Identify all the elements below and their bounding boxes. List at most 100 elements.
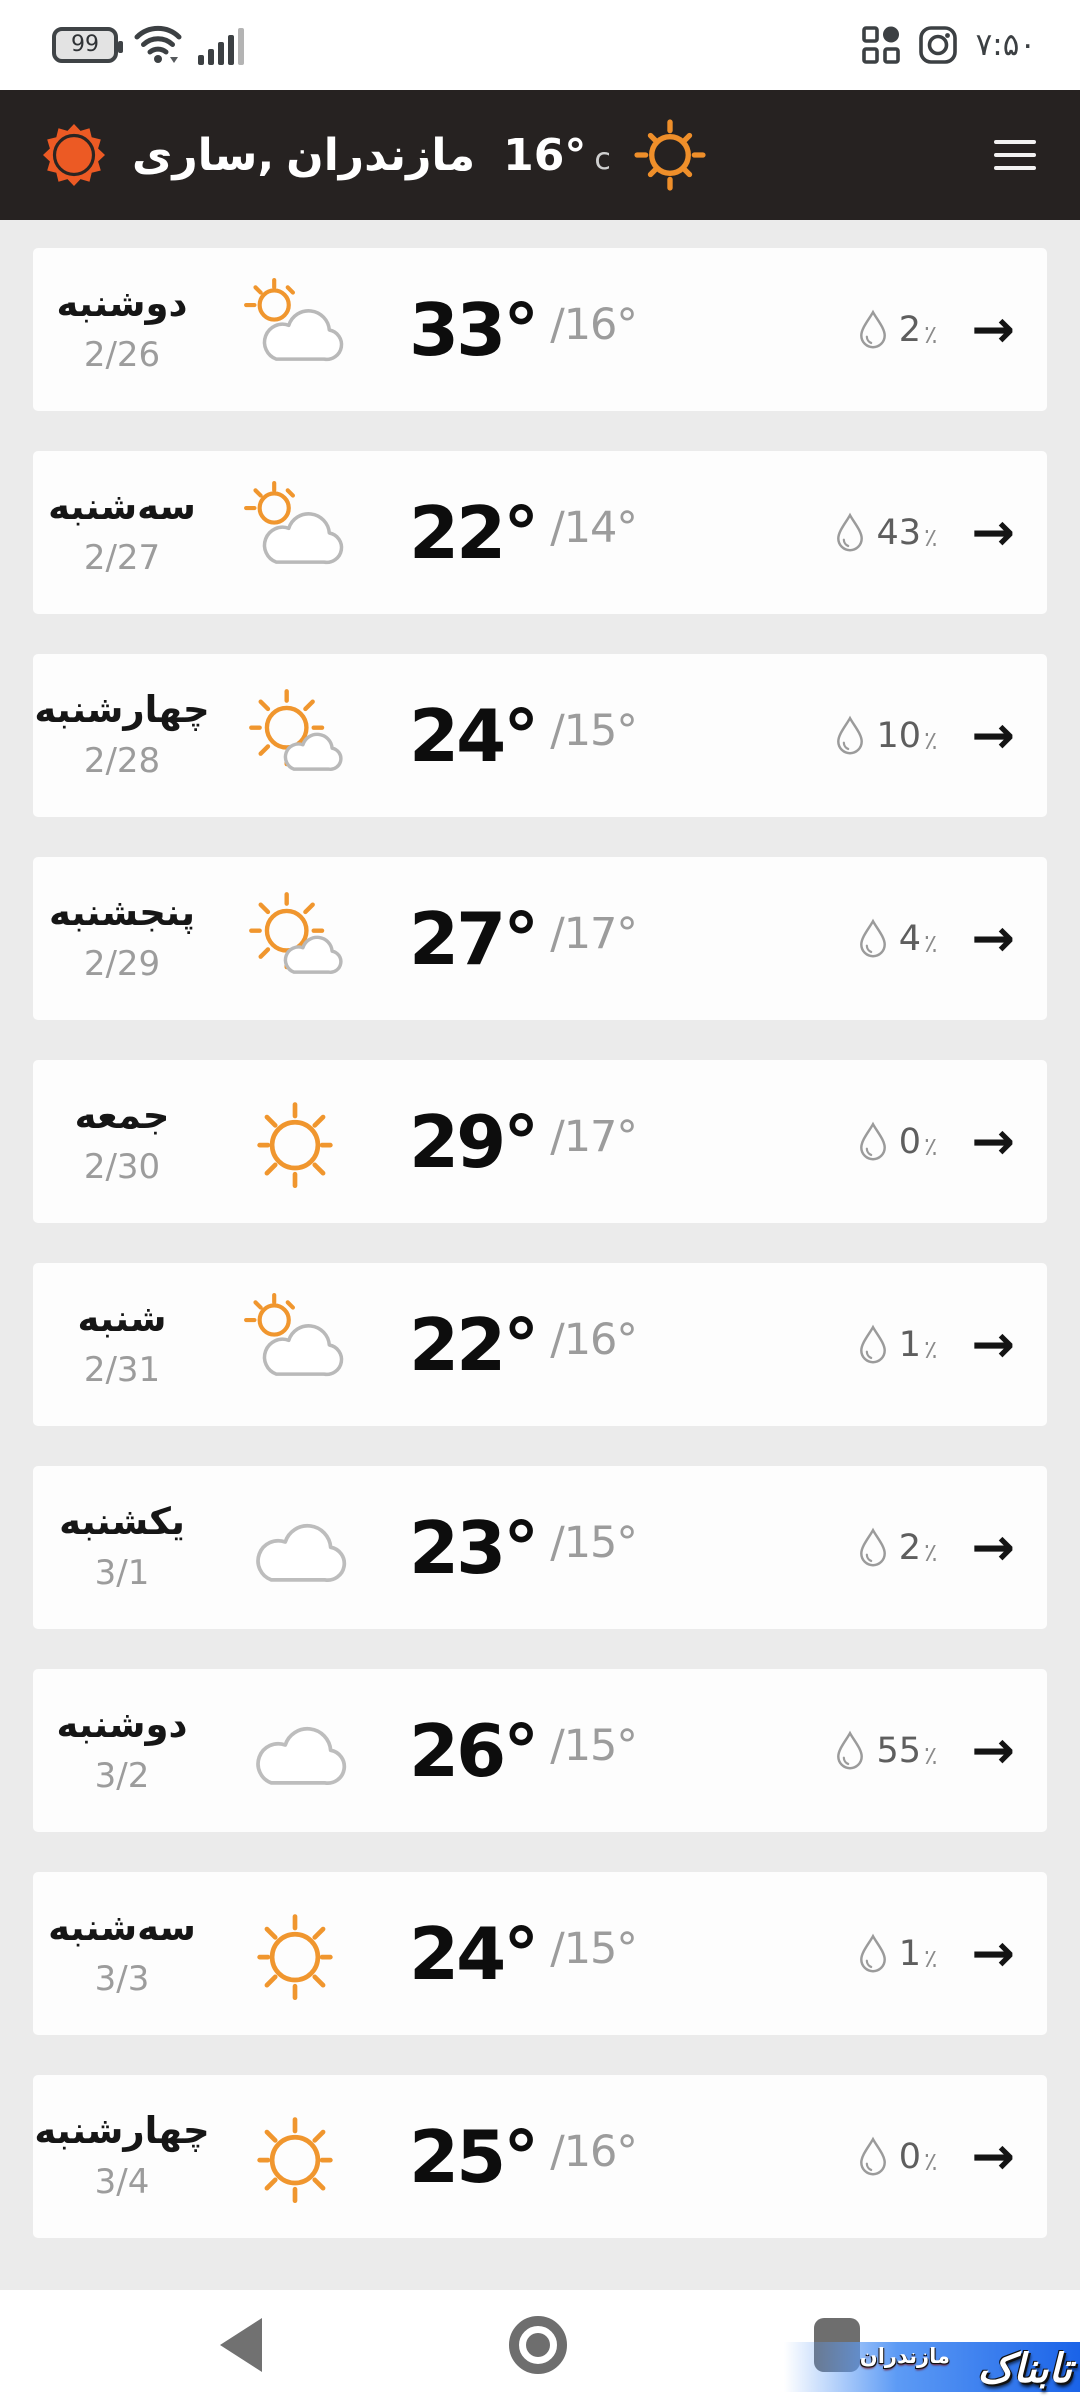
percent-sign: ٪ [923,726,938,755]
back-icon[interactable] [220,2318,262,2372]
day-date: 2/28 [83,740,161,781]
forecast-card[interactable]: جمعه 2/30 29° /17° 0 ٪ [33,1060,1047,1223]
day-date: 2/27 [83,537,161,578]
forecast-card[interactable]: چهارشنبه 3/4 25° /16° 0 ٪ [33,2075,1047,2238]
sun-outline-icon [631,116,709,194]
precipitation: 4 ٪ [857,918,938,960]
day-column: پنجشنبه 2/29 [33,892,211,984]
details-arrow-icon[interactable]: → [971,1517,1015,1578]
low-temp: /16° [550,299,638,350]
watermark-banner: مازندران تابناک [784,2342,1080,2392]
location-province: مازندران [286,129,476,181]
details-arrow-icon[interactable]: → [971,1923,1015,1984]
forecast-card[interactable]: دوشنبه 3/2 26° /15° 55 ٪ → [33,1669,1047,1832]
day-name: چهارشنبه [34,688,210,732]
high-temp: 29° [409,1099,539,1184]
day-date: 3/2 [94,1755,150,1796]
day-date: 2/29 [83,943,161,984]
percent-sign: ٪ [923,929,938,958]
precip-value: 0 [898,2136,921,2177]
precip-value: 4 [898,918,921,959]
precipitation: 1 ٪ [857,1933,938,1975]
temperature: 29° /17° [409,1099,638,1184]
high-temp: 27° [409,896,539,981]
high-temp: 24° [409,693,539,778]
precip-value: 1 [898,1324,921,1365]
low-temp: /14° [550,502,638,553]
mostly-sunny-icon [239,682,351,790]
percent-sign: ٪ [923,1132,938,1161]
water-drop-icon [857,1121,889,1163]
low-temp: /16° [550,1314,638,1365]
forecast-card[interactable]: سه‌شنبه 3/3 24° /15° 1 ٪ [33,1872,1047,2035]
sunny-icon [239,1088,351,1196]
home-icon[interactable] [509,2316,567,2374]
forecast-card[interactable]: پنجشنبه 2/29 27° /17° [33,857,1047,1020]
day-column: دوشنبه 3/2 [33,1703,211,1796]
day-date: 3/1 [94,1552,150,1593]
percent-sign: ٪ [923,523,938,552]
percent-sign: ٪ [923,1538,938,1567]
high-temp: 24° [409,1911,539,1996]
precip-value: 1 [898,1933,921,1974]
precipitation: 43 ٪ [834,512,937,554]
precip-value: 0 [898,1121,921,1162]
percent-sign: ٪ [923,1944,938,1973]
forecast-card[interactable]: یکشنبه 3/1 23° /15° 2 ٪ → [33,1466,1047,1629]
water-drop-icon [857,1527,889,1569]
temperature: 24° /15° [409,1911,638,1996]
forecast-card[interactable]: دوشنبه 2/26 33° /16° [33,248,1047,411]
details-arrow-icon[interactable]: → [971,502,1015,563]
sunny-icon [239,1900,351,2008]
water-drop-icon [857,2136,889,2178]
temperature: 24° /15° [409,693,638,778]
details-arrow-icon[interactable]: → [971,2126,1015,2187]
day-date: 3/3 [94,1958,150,1999]
day-column: شنبه 2/31 [33,1298,211,1390]
details-arrow-icon[interactable]: → [971,1314,1015,1375]
low-temp: /15° [550,1517,638,1568]
status-bar: 99 [0,0,1080,90]
details-arrow-icon[interactable]: → [971,908,1015,969]
watermark-title: تابناک [977,2346,1072,2392]
low-temp: /15° [550,705,638,756]
high-temp: 33° [409,287,539,372]
percent-sign: ٪ [923,2147,938,2176]
day-date: 2/31 [83,1349,161,1390]
details-arrow-icon[interactable]: → [971,705,1015,766]
temperature: 33° /16° [409,287,638,372]
location-city: ساری, [132,129,275,181]
forecast-card[interactable]: شنبه 2/31 22° /16° [33,1263,1047,1426]
partly-cloudy-icon [239,1291,351,1399]
status-left-cluster: 99 [52,24,250,66]
details-arrow-icon[interactable]: → [971,299,1015,360]
details-arrow-icon[interactable]: → [971,1720,1015,1781]
day-date: 2/26 [83,334,161,375]
orange-sun-logo-icon [42,123,106,187]
water-drop-icon [834,512,866,554]
high-temp: 22° [409,490,539,575]
day-date: 3/4 [94,2161,150,2202]
percent-sign: ٪ [923,1335,938,1364]
day-column: یکشنبه 3/1 [33,1501,211,1593]
temperature: 26° /15° [409,1715,638,1787]
hamburger-menu-icon[interactable] [992,134,1038,176]
forecast-card[interactable]: سه‌شنبه 2/27 22° /14° [33,451,1047,614]
forecast-list: دوشنبه 2/26 33° /16° [0,220,1080,2238]
day-column: سه‌شنبه 2/27 [33,486,211,578]
details-arrow-icon[interactable]: → [971,1111,1015,1172]
day-name: دوشنبه [56,1703,188,1747]
day-name: چهارشنبه [34,2109,210,2153]
water-drop-icon [834,715,866,757]
forecast-card[interactable]: چهارشنبه 2/28 24° /15° [33,654,1047,817]
partly-cloudy-icon [239,479,351,587]
temperature: 25° /16° [409,2121,638,2193]
temperature: 23° /15° [409,1512,638,1584]
sunny-icon [239,2103,351,2211]
water-drop-icon [834,1730,866,1772]
signal-bars-icon [198,25,250,65]
battery-level: 99 [71,32,99,57]
precip-value: 2 [898,309,921,350]
precip-value: 55 [876,1730,921,1771]
